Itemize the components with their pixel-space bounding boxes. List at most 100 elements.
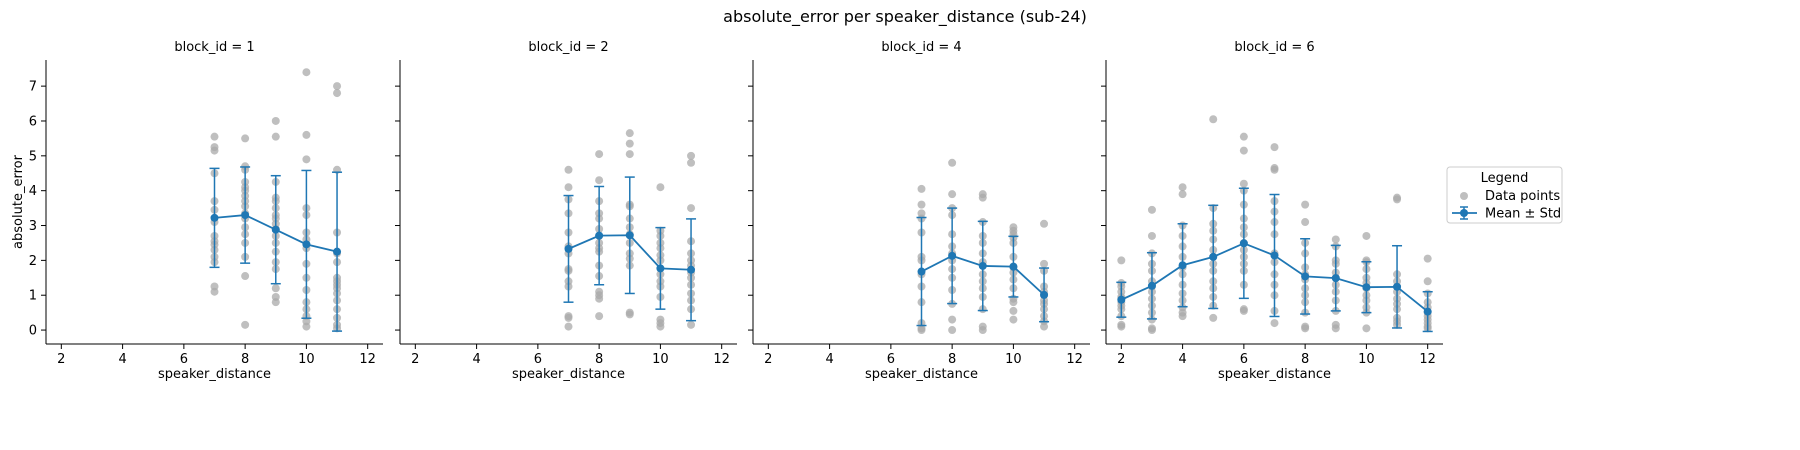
- mean-marker: [1393, 282, 1402, 291]
- data-point: [1009, 315, 1018, 324]
- x-tick-label: 6: [1240, 352, 1248, 367]
- data-point: [1239, 179, 1248, 188]
- legend-label-mean-std: Mean ± Std: [1485, 207, 1561, 222]
- mean-markers: [210, 211, 342, 256]
- data-point: [1178, 183, 1187, 192]
- error-bars: [563, 176, 697, 322]
- y-tick-label: 7: [29, 80, 37, 95]
- data-point: [210, 146, 219, 155]
- y-tick-label: 1: [29, 289, 37, 304]
- mean-marker: [333, 247, 342, 256]
- data-point: [333, 89, 342, 98]
- x-tick-label: 12: [713, 352, 730, 367]
- data-point: [948, 190, 957, 199]
- x-tick-label: 10: [1358, 352, 1375, 367]
- data-point: [1239, 132, 1248, 141]
- y-tick-label: 6: [29, 114, 37, 129]
- data-point: [241, 320, 250, 329]
- data-point: [917, 200, 926, 209]
- data-point: [1270, 319, 1279, 328]
- panel-block-1: block_id = 12 4 6 8 10 1201234567speaker_dist…: [11, 40, 383, 382]
- mean-marker: [1178, 261, 1187, 270]
- x-axis-label: speaker_distance: [865, 367, 978, 382]
- y-axis-label: absolute_error: [11, 154, 26, 249]
- data-point: [1301, 200, 1310, 209]
- data-point: [302, 322, 311, 331]
- x-tick-label: 2: [411, 352, 419, 367]
- data-point: [948, 158, 957, 167]
- data-point: [1117, 256, 1126, 265]
- y-tick-label: 2: [29, 254, 37, 269]
- mean-markers: [1117, 239, 1432, 316]
- mean-marker: [917, 267, 926, 276]
- legend-marker-mean: [1460, 209, 1468, 217]
- legend-marker-data-points: [1460, 192, 1468, 200]
- data-point: [1301, 218, 1310, 227]
- data-point: [302, 130, 311, 139]
- x-axis-label: speaker_distance: [512, 367, 625, 382]
- data-point: [1178, 312, 1187, 321]
- data-point: [1209, 115, 1218, 124]
- error-bars: [209, 166, 343, 332]
- data-point: [1239, 146, 1248, 155]
- x-tick-label: 8: [595, 352, 603, 367]
- x-tick-label: 4: [472, 352, 480, 367]
- y-tick-label: 3: [29, 219, 37, 234]
- data-point: [687, 204, 696, 213]
- mean-marker: [1040, 290, 1049, 299]
- data-point: [656, 183, 665, 192]
- data-point: [595, 312, 604, 321]
- error-bars: [1116, 187, 1433, 333]
- mean-marker: [595, 231, 604, 240]
- x-tick-label: 12: [1066, 352, 1083, 367]
- data-point: [978, 193, 987, 202]
- y-tick-label: 4: [29, 184, 37, 199]
- x-tick-label: 8: [948, 352, 956, 367]
- data-point: [271, 284, 280, 293]
- mean-marker: [1270, 251, 1279, 260]
- data-point: [625, 139, 634, 148]
- data-point: [1362, 231, 1371, 240]
- data-point: [1009, 306, 1018, 315]
- mean-markers: [917, 251, 1049, 299]
- data-point: [1209, 313, 1218, 322]
- data-point: [564, 183, 573, 192]
- data-point: [1040, 219, 1049, 228]
- data-point: [625, 129, 634, 138]
- data-point: [241, 134, 250, 143]
- data-point: [917, 184, 926, 193]
- panel-title: block_id = 2: [528, 40, 608, 55]
- data-point: [595, 150, 604, 159]
- mean-marker: [656, 264, 665, 273]
- y-tick-label: 0: [29, 324, 37, 339]
- x-tick-label: 8: [241, 352, 249, 367]
- mean-marker: [271, 225, 280, 234]
- data-point: [656, 322, 665, 331]
- data-point: [1362, 324, 1371, 333]
- legend-label-data-points: Data points: [1485, 189, 1560, 204]
- figure-title: absolute_error per speaker_distance (sub…: [723, 7, 1087, 27]
- mean-marker: [1209, 252, 1218, 261]
- data-point: [1301, 324, 1310, 333]
- legend-title: Legend: [1481, 171, 1529, 186]
- data-point: [948, 315, 957, 324]
- panel-block-3: block_id = 4 2 4 6 8 10 12 speaker_distance: [748, 40, 1090, 382]
- mean-marker: [564, 244, 573, 253]
- legend: Legend Data points Mean ± Std: [1446, 166, 1563, 224]
- data-point: [978, 326, 987, 335]
- mean-marker: [1423, 307, 1432, 316]
- data-point: [564, 313, 573, 322]
- x-tick-label: 4: [118, 352, 126, 367]
- x-tick-label: 12: [1419, 352, 1436, 367]
- data-point: [1117, 322, 1126, 331]
- mean-markers: [564, 231, 696, 274]
- mean-marker: [948, 251, 957, 260]
- data-point: [1331, 324, 1340, 333]
- data-point: [241, 272, 250, 281]
- data-point: [1393, 195, 1402, 204]
- x-tick-label: 12: [359, 352, 376, 367]
- panel-title: block_id = 4: [881, 40, 961, 55]
- data-point: [687, 320, 696, 329]
- data-point: [1239, 306, 1248, 315]
